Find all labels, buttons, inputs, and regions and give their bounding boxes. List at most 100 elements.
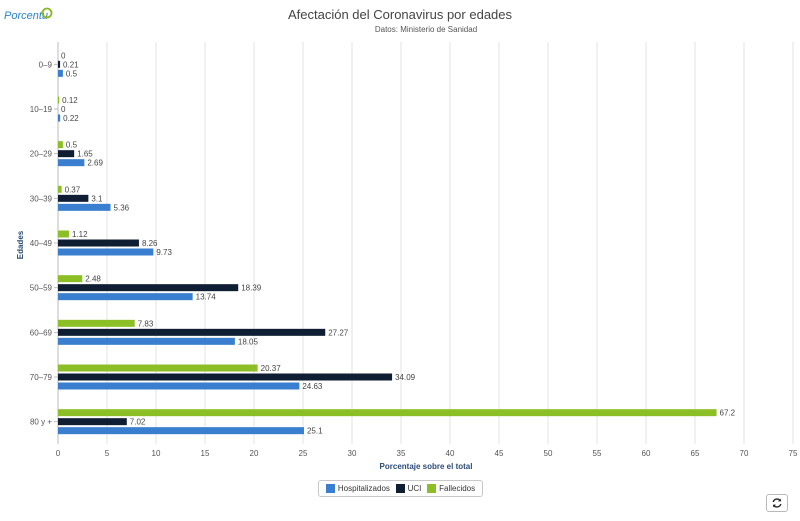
data-label-hospitalizados: 13.74: [196, 293, 217, 302]
data-label-hospitalizados: 0.22: [63, 114, 79, 123]
bar-fallecidos[interactable]: [58, 96, 60, 104]
bar-uci[interactable]: [58, 150, 75, 158]
bar-hospitalizados[interactable]: [58, 293, 193, 301]
legend-item-uci[interactable]: UCI: [395, 484, 422, 493]
refresh-button[interactable]: [766, 494, 788, 512]
refresh-icon: [772, 498, 782, 508]
data-label-hospitalizados: 5.36: [114, 203, 130, 212]
porcentu-logo: Porcentu: [4, 7, 53, 22]
data-label-uci: 27.27: [328, 328, 349, 337]
bar-hospitalizados[interactable]: [58, 337, 235, 345]
bar-fallecidos[interactable]: [58, 230, 69, 238]
bar-uci[interactable]: [58, 60, 61, 68]
bar-hospitalizados[interactable]: [58, 114, 61, 122]
data-label-uci: 7.02: [130, 418, 146, 427]
bar-hospitalizados[interactable]: [58, 69, 63, 77]
data-label-uci: 0: [61, 105, 66, 114]
logo-mark: [41, 7, 53, 19]
x-tick-label: 25: [299, 449, 308, 458]
bar-hospitalizados[interactable]: [58, 248, 154, 256]
gridlines: [57, 42, 794, 444]
legend-swatch: [325, 484, 335, 493]
data-label-uci: 34.09: [395, 373, 416, 382]
bar-fallecidos[interactable]: [58, 141, 63, 149]
y-category-label: 0–9: [39, 60, 53, 69]
x-tick-label: 40: [446, 449, 455, 458]
legend-label: Fallecidos: [439, 484, 476, 493]
data-label-uci: 18.39: [241, 284, 262, 293]
x-tick-label: 70: [740, 449, 749, 458]
x-tick-label: 5: [105, 449, 110, 458]
chart-subtitle: Datos: Ministerio de Sanidad: [375, 25, 477, 34]
x-axis-ticks: 0 5 10 15 20 25 30 35 40 45 50 55 60 65 70 75: [56, 449, 798, 458]
x-tick-label: 0: [56, 449, 61, 458]
x-tick-label: 45: [495, 449, 504, 458]
y-category-label: 70–79: [30, 373, 53, 382]
x-tick-label: 75: [789, 449, 798, 458]
x-tick-label: 65: [691, 449, 700, 458]
data-label-fallecidos: 0.37: [65, 185, 81, 194]
legend-label: Hospitalizados: [337, 484, 390, 493]
data-label-hospitalizados: 9.73: [156, 248, 172, 257]
logo-text: Porcentu: [4, 10, 48, 22]
x-tick-label: 30: [348, 449, 357, 458]
y-category-label: 60–69: [30, 328, 53, 337]
data-label-fallecidos: 0.12: [62, 96, 78, 105]
legend-swatch: [427, 484, 437, 493]
chart-title: Afectación del Coronavirus por edades: [288, 7, 513, 22]
data-label-fallecidos: 20.37: [261, 364, 282, 373]
y-category-label: 20–29: [30, 150, 53, 159]
y-category-label: 10–19: [30, 105, 53, 114]
bar-uci[interactable]: [58, 373, 393, 381]
legend-label: UCI: [407, 484, 422, 493]
x-tick-label: 10: [152, 449, 161, 458]
bar-hospitalizados[interactable]: [58, 382, 300, 390]
data-label-uci: 1.65: [77, 150, 93, 159]
legend: Hospitalizados UCI Fallecidos: [318, 480, 483, 497]
bar-uci[interactable]: [58, 328, 326, 336]
y-category-label: 80 y +: [30, 418, 52, 427]
bar-fallecidos[interactable]: [58, 409, 717, 417]
data-label-uci: 3.1: [91, 194, 103, 203]
data-label-fallecidos: 2.48: [85, 275, 101, 284]
bar-uci[interactable]: [58, 418, 127, 426]
bar-hospitalizados[interactable]: [58, 203, 111, 211]
bar-fallecidos[interactable]: [58, 364, 258, 372]
data-label-hospitalizados: 2.69: [87, 159, 103, 168]
y-axis-label: Edades: [16, 230, 25, 259]
x-tick-label: 15: [201, 449, 210, 458]
data-label-fallecidos: 0: [61, 51, 66, 60]
data-label-fallecidos: 7.83: [138, 319, 154, 328]
data-label-hospitalizados: 24.63: [302, 382, 323, 391]
data-label-hospitalizados: 25.1: [307, 427, 323, 436]
legend-swatch: [395, 484, 405, 493]
bars: [58, 60, 717, 435]
bar-hospitalizados[interactable]: [58, 427, 304, 435]
y-category-label: 50–59: [30, 284, 53, 293]
bar-hospitalizados[interactable]: [58, 159, 85, 167]
y-category-label: 30–39: [30, 194, 53, 203]
data-label-fallecidos: 1.12: [72, 230, 88, 239]
data-label-uci: 0.21: [63, 60, 79, 69]
bar-fallecidos[interactable]: [58, 319, 135, 327]
data-label-uci: 8.26: [142, 239, 158, 248]
bar-fallecidos[interactable]: [58, 275, 83, 283]
data-label-fallecidos: 67.2: [720, 409, 736, 418]
bar-fallecidos[interactable]: [58, 185, 62, 193]
bar-uci[interactable]: [58, 239, 139, 247]
x-tick-label: 35: [397, 449, 406, 458]
data-label-hospitalizados: 18.05: [238, 337, 259, 346]
legend-item-hospitalizados[interactable]: Hospitalizados: [325, 484, 390, 493]
x-tick-label: 55: [593, 449, 602, 458]
data-labels: 00.210.50.1200.220.51.652.690.373.15.361…: [61, 51, 736, 435]
bar-uci[interactable]: [58, 284, 239, 292]
y-axis-categories: 0–9 10–19 20–29 30–39 40–49 50–59 60–69 70–79 80…: [30, 60, 58, 427]
legend-item-fallecidos[interactable]: Fallecidos: [427, 484, 475, 493]
x-tick-label: 20: [250, 449, 259, 458]
y-category-label: 40–49: [30, 239, 53, 248]
x-tick-label: 50: [544, 449, 553, 458]
x-axis-label: Porcentaje sobre el total: [380, 462, 473, 471]
data-label-fallecidos: 0.5: [66, 141, 78, 150]
bar-uci[interactable]: [58, 194, 89, 202]
